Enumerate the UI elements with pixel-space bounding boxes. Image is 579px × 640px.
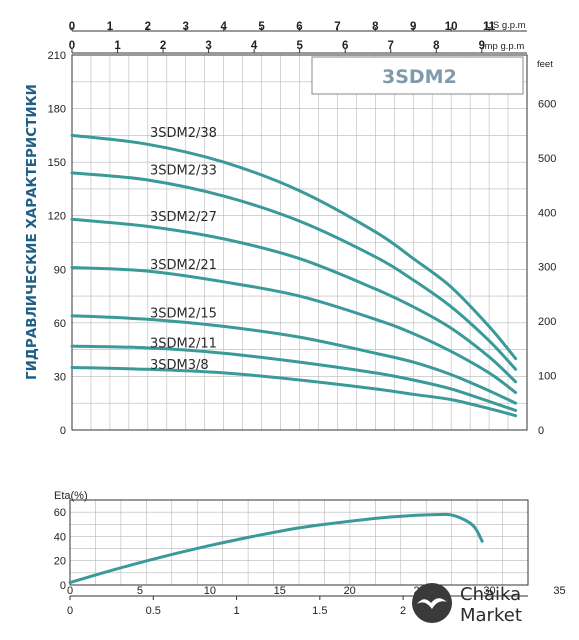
- series-label: 3SDM2/27: [150, 210, 217, 225]
- head-curve: [70, 266, 518, 394]
- imp-gpm-tick-label: 8: [433, 40, 440, 52]
- eta-flow-tick-label: 5: [137, 585, 143, 597]
- feet-tick-label: 0: [538, 425, 544, 437]
- series-label: 3SDM2/15: [150, 306, 217, 321]
- main-curves: 3SDM2/38 3SDM2/33 3SDM2/27 3SDM2/21 3SDM2/15…: [70, 126, 518, 418]
- head-curve: [70, 344, 518, 412]
- feet-unit-label: feet: [537, 59, 553, 70]
- eta-y-axis-label: Eta(%): [54, 490, 88, 502]
- eta-flow-tick-label: 35: [553, 585, 565, 597]
- y-tick-label: 0: [60, 425, 66, 437]
- eta-y-tick-label: 40: [54, 531, 66, 543]
- y-tick-label: 180: [48, 104, 66, 116]
- us-gpm-tick-label: 2: [145, 21, 151, 33]
- eta-y-tick-label: 60: [54, 507, 66, 519]
- eta-flow-tick-label: 0: [67, 585, 73, 597]
- imp-gpm-tick-label: 4: [251, 40, 258, 52]
- imp-gpm-tick-label: 3: [205, 40, 211, 52]
- eta-bottom-tick-label: 0.5: [146, 605, 161, 617]
- imp-gpm-tick-label: 2: [160, 40, 166, 52]
- feet-tick-label: 100: [538, 371, 556, 383]
- eta-plot-frame: [69, 499, 529, 586]
- us-gpm-tick-label: 3: [183, 21, 189, 33]
- imp-gpm-tick-label: 9: [479, 40, 485, 52]
- y-tick-label: 120: [48, 211, 66, 223]
- us-gpm-tick-label: 0: [69, 21, 75, 33]
- eta-curves: [68, 512, 484, 585]
- feet-tick-label: 600: [538, 98, 556, 110]
- series-label: 3SDM3/8: [150, 358, 209, 373]
- us-gpm-tick-label: 8: [372, 21, 379, 33]
- y-tick-label: 150: [48, 157, 66, 169]
- head-curve: [70, 217, 518, 384]
- us-gpm-unit-label: US g.p.m: [486, 20, 526, 31]
- eta-bottom-tick-label: 2: [400, 605, 406, 617]
- us-gpm-tick-label: 6: [296, 21, 302, 33]
- us-gpm-tick-label: 5: [258, 21, 265, 33]
- head-curve: [70, 133, 518, 361]
- us-gpm-tick-label: 9: [410, 21, 416, 33]
- series-label: 3SDM2/11: [150, 337, 217, 352]
- brand-logo: Chaika Market: [412, 583, 522, 626]
- series-label: 3SDM2/33: [150, 163, 217, 178]
- us-gpm-tick-label: 11: [483, 21, 496, 33]
- feet-tick-label: 500: [538, 153, 556, 165]
- eta-flow-tick-label: 30: [483, 585, 495, 597]
- feet-tick-label: 400: [538, 207, 556, 219]
- eta-axis-ticks: 020406005101520253035404500.511.52: [54, 507, 566, 617]
- us-gpm-tick-label: 10: [445, 21, 458, 33]
- brand-name-line1: Chaika: [460, 584, 521, 605]
- us-gpm-tick-label: 7: [334, 21, 340, 33]
- us-gpm-tick-label: 4: [220, 21, 227, 33]
- imp-gpm-tick-label: 5: [296, 40, 303, 52]
- imp-gpm-unit-label: Imp g.p.m: [482, 41, 524, 52]
- imp-gpm-tick-label: 0: [69, 40, 75, 52]
- eta-bottom-tick-label: 1: [233, 605, 239, 617]
- efficiency-curve: [68, 512, 484, 585]
- head-curve: [70, 171, 518, 371]
- eta-bottom-tick-label: 1.5: [312, 605, 327, 617]
- y-tick-label: 60: [54, 318, 66, 330]
- head-curve: [70, 366, 518, 418]
- eta-y-tick-label: 0: [60, 580, 66, 592]
- imp-gpm-tick-label: 6: [342, 40, 348, 52]
- y-tick-label: 210: [48, 50, 66, 62]
- eta-flow-tick-label: 15: [274, 585, 286, 597]
- head-curve: [70, 314, 518, 405]
- imp-gpm-tick-label: 7: [388, 40, 394, 52]
- eta-flow-tick-label: 10: [204, 585, 216, 597]
- main-plot-frame: [71, 54, 528, 431]
- eta-bottom-tick-label: 0: [67, 605, 73, 617]
- eta-y-tick-label: 20: [54, 556, 66, 568]
- eta-flow-tick-label: 20: [344, 585, 356, 597]
- main-axis-ticks: 0 1 2 3 4 5 6 7 8 9 10 110 1 2 3 4 5 6 7 8 90306090120150180…: [48, 21, 557, 437]
- model-badge-box: [311, 56, 524, 95]
- us-gpm-tick-label: 1: [107, 21, 114, 33]
- series-label: 3SDM2/21: [150, 258, 217, 273]
- series-label: 3SDM2/38: [150, 126, 217, 141]
- feet-tick-label: 300: [538, 262, 556, 274]
- model-badge-text: 3SDM2: [382, 66, 457, 88]
- y-tick-label: 90: [54, 264, 66, 276]
- y-axis-label: ГИДРАВЛИЧЕСКИЕ ХАРАКТЕРИСТИКИ: [24, 84, 40, 380]
- feet-tick-label: 200: [538, 316, 556, 328]
- brand-name-line2: Market: [460, 605, 522, 626]
- y-tick-label: 30: [54, 371, 66, 383]
- imp-gpm-tick-label: 1: [114, 40, 121, 52]
